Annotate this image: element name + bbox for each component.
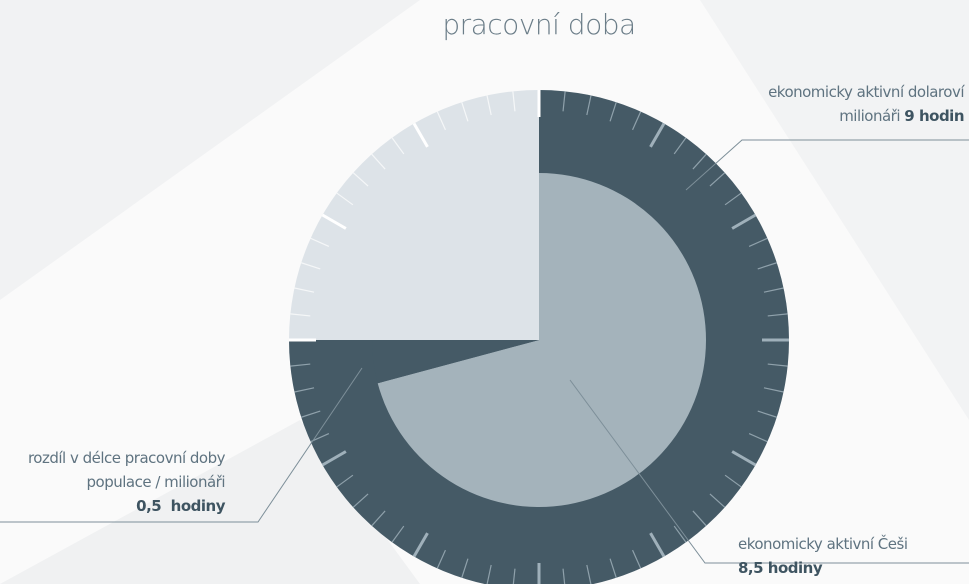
major-tick bbox=[321, 213, 347, 230]
minor-tick bbox=[609, 102, 617, 122]
minor-tick bbox=[767, 313, 788, 317]
minor-tick bbox=[632, 549, 642, 569]
major-tick bbox=[731, 450, 757, 467]
minor-tick bbox=[586, 564, 592, 584]
minor-tick bbox=[757, 410, 777, 418]
major-tick bbox=[321, 450, 347, 467]
minor-tick bbox=[692, 153, 707, 170]
minor-tick bbox=[486, 564, 492, 584]
minor-tick bbox=[562, 568, 566, 584]
label: ekonomicky aktivní dolaroví milionáři 9 … bbox=[764, 80, 964, 128]
minor-tick bbox=[748, 237, 768, 247]
leader-line bbox=[0, 367, 363, 523]
minor-tick bbox=[709, 172, 726, 187]
minor-tick bbox=[294, 287, 315, 293]
minor-tick bbox=[724, 474, 742, 488]
minor-tick bbox=[673, 525, 687, 543]
minor-tick bbox=[763, 387, 784, 393]
minor-tick bbox=[609, 558, 617, 578]
minor-tick bbox=[290, 363, 311, 367]
series-name: ekonomicky aktivní dolaroví milionáři bbox=[768, 83, 964, 125]
minor-tick bbox=[371, 153, 386, 170]
series-name: ekonomicky aktivní Češi bbox=[738, 535, 908, 553]
clock bbox=[289, 90, 789, 584]
major-tick bbox=[412, 532, 429, 558]
series-name: rozdíl v délce pracovní doby populace / … bbox=[27, 449, 226, 491]
value-label: 9 hodin bbox=[904, 107, 964, 125]
minor-tick bbox=[632, 111, 642, 131]
minor-tick bbox=[436, 549, 446, 569]
leader-line bbox=[685, 139, 969, 191]
value-label: 0,5 hodiny bbox=[136, 497, 225, 515]
minor-tick bbox=[290, 313, 311, 317]
minor-tick bbox=[391, 525, 405, 543]
minor-tick bbox=[692, 510, 707, 527]
major-tick bbox=[649, 532, 666, 558]
minor-tick bbox=[391, 137, 405, 155]
label: rozdíl v délce pracovní doby populace / … bbox=[5, 446, 226, 518]
minor-tick bbox=[757, 262, 777, 270]
minor-tick bbox=[512, 568, 516, 584]
minor-tick bbox=[352, 172, 369, 187]
minor-tick bbox=[562, 91, 566, 112]
minor-tick bbox=[352, 493, 369, 508]
minor-tick bbox=[371, 510, 386, 527]
minor-tick bbox=[709, 493, 726, 508]
minor-tick bbox=[461, 558, 469, 578]
sector bbox=[372, 340, 539, 384]
minor-tick bbox=[724, 192, 742, 206]
minor-tick bbox=[301, 410, 321, 418]
major-tick bbox=[412, 122, 429, 148]
minor-tick bbox=[512, 91, 516, 112]
leader-lines bbox=[0, 139, 969, 564]
leader-line bbox=[569, 379, 969, 564]
minor-tick bbox=[301, 262, 321, 270]
label: ekonomicky aktivní Češi 8,5 hodiny bbox=[738, 532, 918, 580]
minor-tick bbox=[310, 237, 330, 247]
minor-tick bbox=[486, 95, 492, 116]
chart-title: pracovní doba bbox=[442, 8, 636, 41]
sector bbox=[377, 173, 707, 508]
value-label: 8,5 hodiny bbox=[738, 559, 823, 577]
minor-tick bbox=[586, 95, 592, 116]
minor-tick bbox=[673, 137, 687, 155]
minor-tick bbox=[461, 102, 469, 122]
minor-tick bbox=[336, 192, 354, 206]
background-shape bbox=[0, 420, 420, 584]
background-shape bbox=[0, 0, 420, 300]
major-tick bbox=[649, 122, 666, 148]
minor-tick bbox=[767, 363, 788, 367]
minor-tick bbox=[763, 287, 784, 293]
minor-tick bbox=[748, 433, 768, 443]
minor-tick bbox=[436, 111, 446, 131]
minor-tick bbox=[294, 387, 315, 393]
major-tick bbox=[731, 213, 757, 230]
minor-tick bbox=[336, 474, 354, 488]
background-shape bbox=[700, 0, 969, 420]
